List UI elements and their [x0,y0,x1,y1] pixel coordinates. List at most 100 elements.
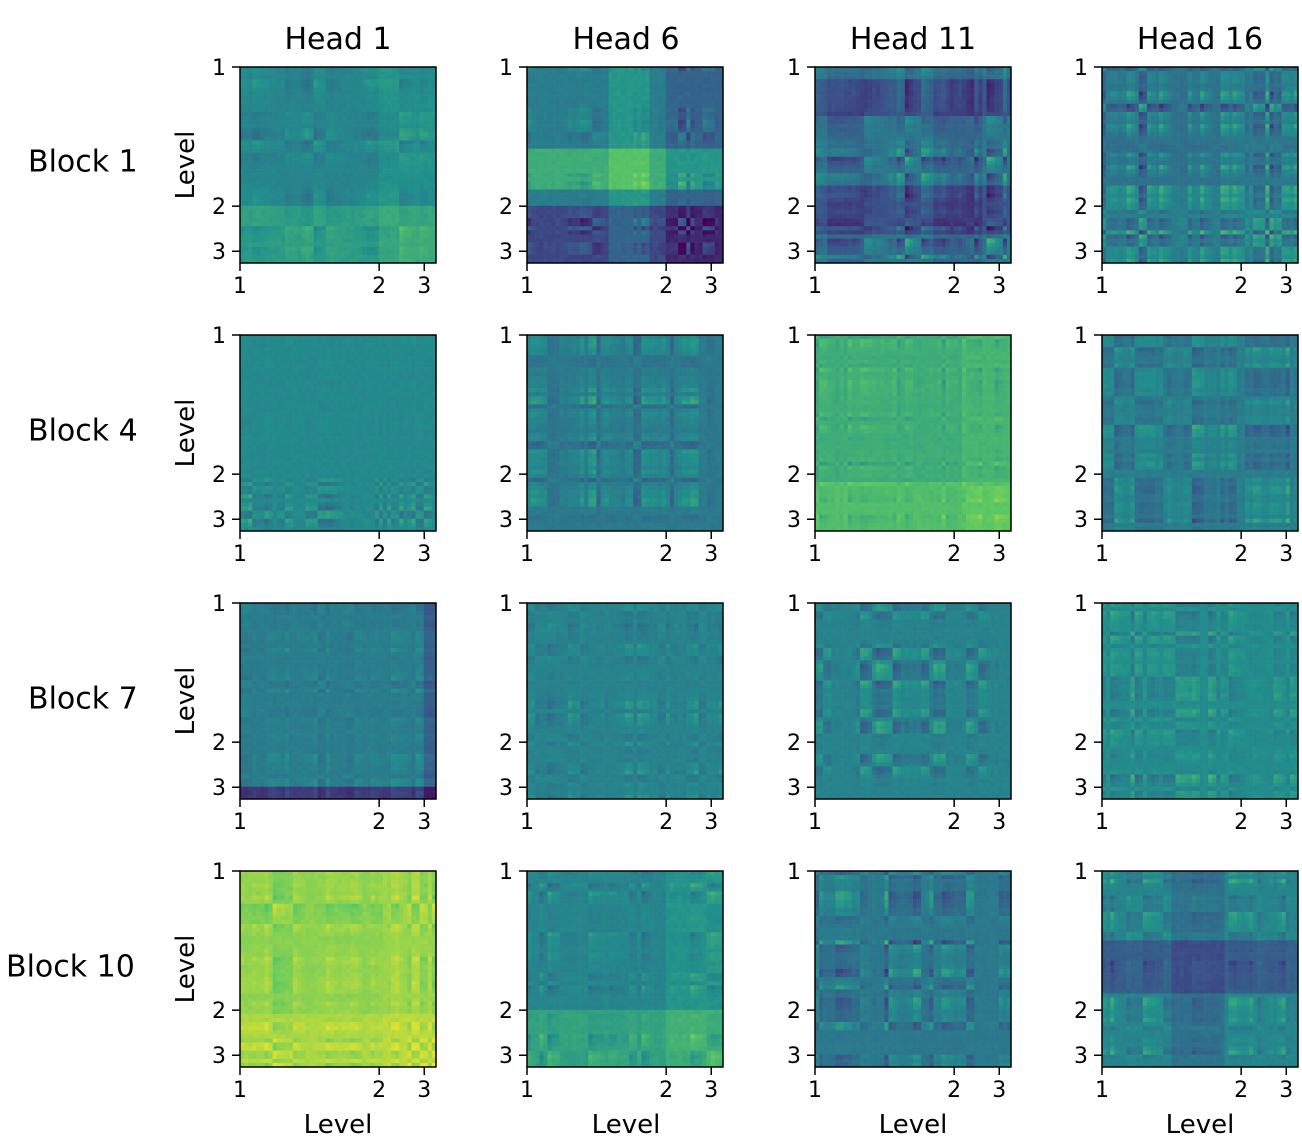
heatmap-cell [403,152,408,158]
heatmap-cell [718,193,724,198]
heatmap-cell [608,152,614,158]
heatmap-cell [633,128,638,133]
heatmap-cell [876,75,881,80]
heatmap-cell [252,254,257,260]
heatmap-cell [698,144,703,149]
heatmap-cell [580,95,585,100]
heatmap-cell [669,197,675,203]
heatmap-cell [284,250,290,256]
heatmap-cell [567,144,573,149]
heatmap-cell [555,71,560,76]
heatmap-cell [571,242,577,247]
heatmap-cell [612,87,618,92]
heatmap-cell [588,136,593,141]
heatmap-cell [374,128,380,133]
heatmap-cell [539,165,544,170]
heatmap-cell [539,177,544,182]
heatmap-cell [431,116,437,121]
heatmap-cell [256,95,261,100]
heatmap-cell [531,185,536,190]
heatmap-cell [411,234,416,239]
heatmap-cell [641,71,646,76]
heatmap-cell [694,209,699,215]
heatmap-cell [896,91,902,96]
heatmap-cell [531,197,536,203]
heatmap-cell [358,242,363,247]
heatmap-cell [698,181,703,186]
heatmap-cell [423,173,429,178]
heatmap-cell [900,79,906,84]
heatmap-cell [580,226,585,231]
heatmap-cell [674,132,679,137]
heatmap-cell [653,189,658,194]
heatmap-cell [674,144,679,149]
heatmap-cell [620,234,626,239]
heatmap-cell [678,197,683,203]
heatmap-cell [714,152,720,158]
heatmap-cell [280,136,286,141]
heatmap-cell [937,67,942,72]
heatmap-cell [596,67,601,72]
heatmap-cell [407,209,412,215]
heatmap-cell [694,148,699,154]
heatmap-cell [580,214,585,219]
heatmap-cell [531,148,536,154]
heatmap-cell [248,209,253,215]
heatmap-cell [555,230,560,235]
heatmap-cell [661,152,667,158]
heatmap-cell [354,111,359,117]
heatmap-cell [839,71,844,76]
heatmap-cell [370,107,376,113]
heatmap-cell [649,116,654,121]
heatmap-cell [710,181,716,186]
heatmap-cell [645,242,650,247]
heatmap-cell [625,181,630,186]
heatmap-cell [297,254,302,260]
heatmap-cell [527,169,532,174]
heatmap-cell [588,169,593,174]
heatmap-cell [431,140,437,145]
heatmap-cell [686,75,691,80]
heatmap-cell [374,226,380,231]
heatmap-cell [268,91,273,96]
heatmap-cell [329,103,335,109]
heatmap-cell [596,214,601,219]
heatmap-cell [970,87,975,92]
heatmap-cell [252,156,257,162]
heatmap-cell [317,242,322,247]
heatmap-cell [252,258,257,264]
heatmap-cell [588,120,593,125]
heatmap-cell [645,205,650,211]
heatmap-cell [539,246,544,252]
heatmap-cell [637,185,642,190]
heatmap-cell [366,230,371,235]
heatmap-cell [694,246,699,252]
heatmap-cell [301,222,306,227]
heatmap-cell [678,67,683,72]
heatmap-cell [240,148,245,154]
heatmap-cell [637,107,642,113]
heatmap-cell [346,230,351,235]
heatmap-cell [678,148,683,154]
heatmap-cell [576,189,581,194]
heatmap-cell [309,214,314,219]
heatmap-cell [342,91,347,96]
heatmap-cell [953,83,959,88]
heatmap-cell [584,103,589,109]
heatmap-cell [333,230,339,235]
heatmap-cell [669,258,675,264]
heatmap-cell [362,103,367,109]
heatmap-cell [297,201,302,207]
heatmap-cell [706,87,712,92]
heatmap-cell [661,156,667,162]
heatmap-cell [358,144,363,149]
heatmap-cell [342,173,347,178]
heatmap-cell [387,214,392,219]
heatmap-cell [698,71,703,76]
heatmap-cell [872,91,877,96]
heatmap-cell [698,91,703,96]
heatmap-cell [415,148,420,154]
heatmap-cell [674,111,679,117]
heatmap-cell [682,95,687,100]
heatmap-cell [551,91,556,96]
